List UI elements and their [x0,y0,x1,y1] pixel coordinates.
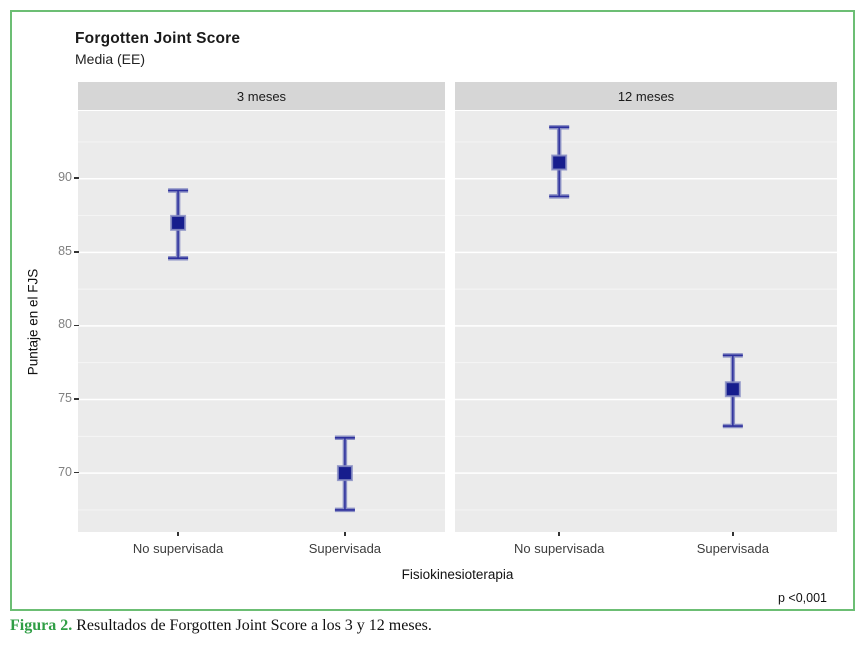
data-point-marker [724,380,741,397]
x-tick-label: Supervisada [308,540,382,556]
x-axis-title: Fisiokinesioterapia [401,567,514,582]
chart-title: Forgotten Joint Score [75,30,241,47]
data-point-marker [336,464,353,481]
y-axis-title: Puntaje en el FJS [25,268,41,376]
y-tick-mark [74,398,79,400]
y-tick-label: 90 [58,170,72,185]
facet-strip-2: 12 meses [455,82,837,110]
chart-subtitle: Media (EE) [75,51,146,67]
x-tick-label: No supervisada [132,540,224,556]
y-tick-mark [74,177,79,179]
y-tick-label: 75 [58,391,72,406]
y-tick-mark [74,324,79,327]
figure-caption-text: Resultados de Forgotten Joint Score a lo… [72,617,432,634]
data-point-marker [551,154,568,171]
y-tick-label: 70 [58,464,72,479]
facet-strip-1: 3 meses [78,82,445,110]
facet-panel-2 [455,110,837,532]
x-tick-mark [344,531,346,536]
x-tick-mark [732,531,734,536]
x-tick-label: No supervisada [513,540,605,556]
y-tick-mark [74,251,79,253]
p-value-annotation: p <0,001 [777,591,827,605]
figure-box: Forgotten Joint Score Media (EE) Puntaje… [10,10,855,611]
data-point-marker [170,214,187,231]
y-tick-label: 85 [58,243,72,258]
facet-panel-1 [78,110,445,532]
x-tick-mark [558,531,560,536]
x-tick-label: Supervisada [696,540,769,556]
plot-area: Puntaje en el FJS Fisiokinesioterapia p … [12,12,853,609]
y-tick-label: 80 [58,317,72,332]
panel-background [78,110,445,532]
figure-caption-label: Figura 2. [10,617,73,634]
x-tick-mark [177,531,179,536]
y-tick-mark [74,471,79,474]
figure-caption: Figura 2. Resultados de Forgotten Joint … [10,617,850,635]
panel-background [455,110,837,532]
